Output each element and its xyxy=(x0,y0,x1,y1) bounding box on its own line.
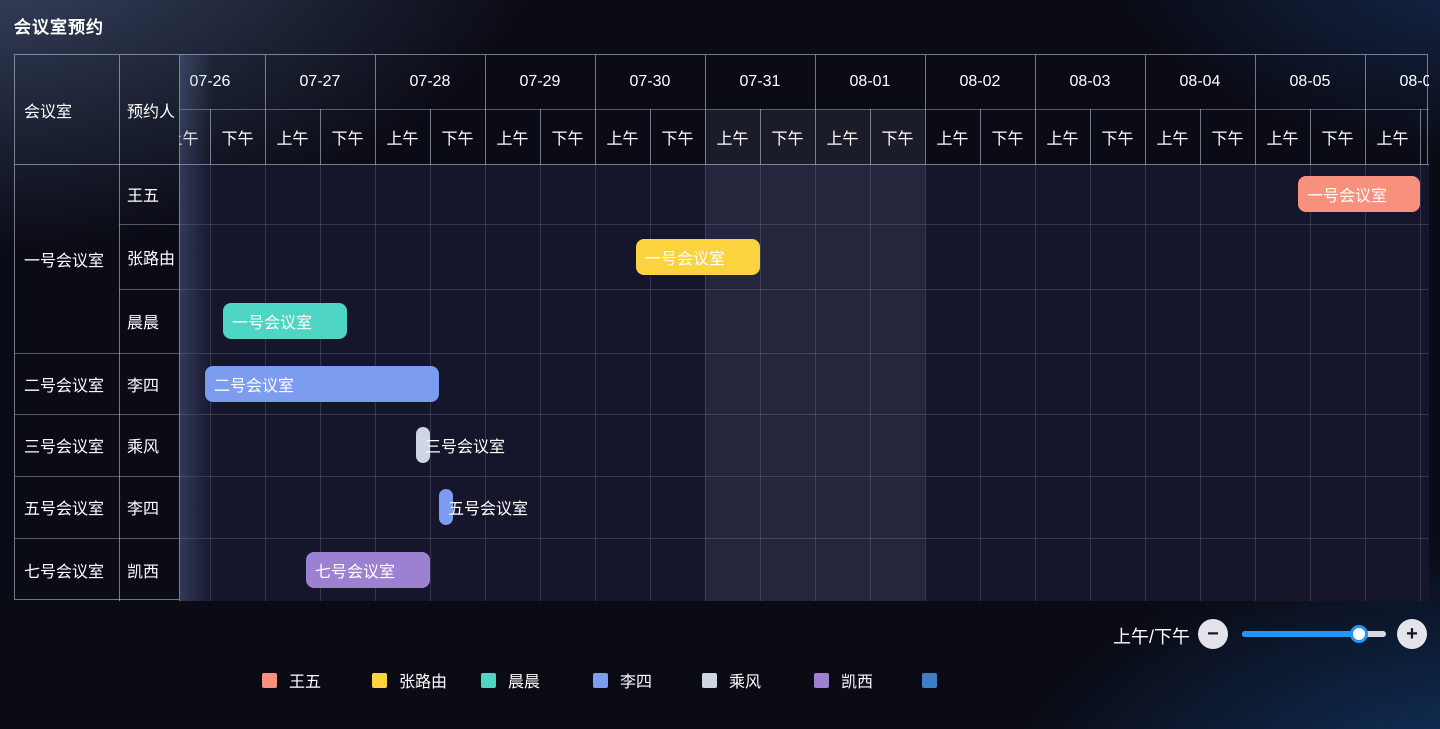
am-header-cell: 上午 xyxy=(1376,130,1409,148)
gantt-bar-label: 一号会议室 xyxy=(645,251,726,268)
timeline-content: 07-26上午下午07-27上午下午07-28上午下午07-29上午下午07-3… xyxy=(179,55,1429,601)
am-header-cell: 上午 xyxy=(496,130,529,148)
pm-header-cell: 下午 xyxy=(881,130,914,148)
legend-swatch-icon xyxy=(922,672,937,688)
room-cell: 七号会议室 xyxy=(24,563,105,581)
legend-item-0[interactable]: 王五 xyxy=(262,671,322,691)
am-header-cell: 上午 xyxy=(1046,130,1079,148)
weekend-column-highlight xyxy=(815,109,925,601)
pm-header-cell: 下午 xyxy=(661,130,694,148)
pm-header-cell: 下午 xyxy=(991,130,1024,148)
am-header-cell: 上午 xyxy=(179,109,210,164)
gantt-bar-label: 三号会议室 xyxy=(425,439,506,456)
legend-item-3[interactable]: 李四 xyxy=(593,671,653,691)
legend-item-1[interactable]: 张路由 xyxy=(372,671,448,691)
slider-active-track xyxy=(1242,631,1359,637)
legend-label: 李四 xyxy=(620,674,653,691)
gantt-bar[interactable]: 一号会议室 xyxy=(636,239,760,275)
date-header-cell: 08-06 xyxy=(1399,73,1429,90)
slider-thumb[interactable] xyxy=(1350,625,1368,643)
timeline-viewport[interactable]: 07-26上午下午07-27上午下午07-28上午下午07-29上午下午07-3… xyxy=(179,55,1429,601)
am-header-cell: 上午 xyxy=(826,130,859,148)
date-header-cell: 07-30 xyxy=(629,73,671,90)
pm-header-cell: 下午 xyxy=(551,130,584,148)
room-cell: 五号会议室 xyxy=(24,501,105,518)
weekend-column-highlight xyxy=(705,109,815,601)
gantt-bar-label: 七号会议室 xyxy=(315,564,396,581)
legend-label: 张路由 xyxy=(399,674,448,691)
am-header-cell: 上午 xyxy=(386,130,419,148)
person-cell: 乘风 xyxy=(127,439,160,456)
pm-header-cell: 下午 xyxy=(331,130,364,148)
pm-header-cell: 下午 xyxy=(1321,130,1354,148)
date-header-cell: 08-03 xyxy=(1069,73,1111,90)
date-header-cell: 07-31 xyxy=(739,73,781,90)
legend-swatch-icon xyxy=(481,672,496,688)
gantt-bar-label: 二号会议室 xyxy=(214,378,295,395)
am-header-cell: 上午 xyxy=(606,130,639,148)
person-cell: 凯西 xyxy=(127,563,160,581)
legend-swatch-icon xyxy=(262,672,277,688)
legend-label: 乘风 xyxy=(729,674,762,691)
date-header-cell: 08-01 xyxy=(849,73,891,90)
page-title: 会议室预约 xyxy=(14,18,104,37)
date-header-cell: 08-02 xyxy=(959,73,1001,90)
pm-header-cell: 下午 xyxy=(1101,130,1134,148)
am-header-cell: 上午 xyxy=(716,130,749,148)
legend-item-4[interactable]: 乘风 xyxy=(702,671,762,691)
legend-label: 凯西 xyxy=(841,674,874,691)
legend-label: 晨晨 xyxy=(508,674,541,691)
legend-item-5[interactable]: 凯西 xyxy=(814,671,874,691)
zoom-in-button[interactable]: + xyxy=(1397,619,1427,649)
am-header-cell: 上午 xyxy=(936,130,969,148)
gantt-bar[interactable]: 一号会议室 xyxy=(223,303,347,339)
gantt-board: 07-26上午下午07-27上午下午07-28上午下午07-29上午下午07-3… xyxy=(14,54,1429,601)
legend-swatch-icon xyxy=(814,672,829,688)
pm-header-cell: 下午 xyxy=(1211,130,1244,148)
legend-item-6[interactable] xyxy=(922,671,949,689)
gantt-bar[interactable]: 五号会议室 xyxy=(439,489,528,525)
pm-header-cell: 下午 xyxy=(221,130,254,148)
gantt-bar-label: 一号会议室 xyxy=(1307,188,1388,205)
date-header-cell: 07-26 xyxy=(179,55,265,109)
person-cell: 李四 xyxy=(127,501,160,518)
room-cell: 三号会议室 xyxy=(24,439,105,456)
datazoom-label: 上午/下午 xyxy=(1112,627,1190,647)
room-cell: 二号会议室 xyxy=(24,377,105,395)
gantt-bar[interactable]: 二号会议室 xyxy=(205,366,439,402)
gantt-bar[interactable]: 七号会议室 xyxy=(306,552,430,588)
room-column-header: 会议室 xyxy=(24,103,73,121)
gantt-bar[interactable]: 一号会议室 xyxy=(1298,176,1420,212)
date-header-cell: 08-05 xyxy=(1289,73,1331,90)
pm-header-cell: 下午 xyxy=(441,130,474,148)
person-cell: 王五 xyxy=(127,188,160,205)
gantt-bar[interactable]: 三号会议室 xyxy=(416,427,505,463)
person-cell: 李四 xyxy=(127,377,160,395)
gantt-bar-label: 五号会议室 xyxy=(448,501,529,518)
gantt-bar-label: 一号会议室 xyxy=(232,315,313,332)
legend-swatch-icon xyxy=(702,672,717,688)
date-header-cell: 07-29 xyxy=(519,73,561,90)
date-header-cell: 08-04 xyxy=(1179,73,1221,90)
legend-swatch-icon xyxy=(593,672,608,688)
room-cell: 一号会议室 xyxy=(24,252,105,270)
date-header-cell: 07-27 xyxy=(299,73,341,90)
legend-swatch-icon xyxy=(372,672,387,688)
date-header-cell: 07-28 xyxy=(409,73,451,90)
pm-header-cell: 下午 xyxy=(1420,109,1429,164)
am-header-cell: 上午 xyxy=(276,130,309,148)
legend-label: 王五 xyxy=(289,674,322,691)
zoom-out-button[interactable]: − xyxy=(1198,619,1228,649)
pm-header-cell: 下午 xyxy=(771,130,804,148)
am-header-cell: 上午 xyxy=(1266,130,1299,148)
person-column-header: 预约人 xyxy=(127,103,176,121)
person-cell: 晨晨 xyxy=(127,315,160,332)
timeline-zoom-slider[interactable] xyxy=(1242,631,1386,637)
am-header-cell: 上午 xyxy=(1156,130,1189,148)
legend: 王五 张路由 晨晨 李四 乘风 凯西 xyxy=(0,671,1440,691)
scroll-edge-shadow xyxy=(179,55,213,601)
legend-item-2[interactable]: 晨晨 xyxy=(481,671,541,691)
person-cell: 张路由 xyxy=(127,250,176,268)
